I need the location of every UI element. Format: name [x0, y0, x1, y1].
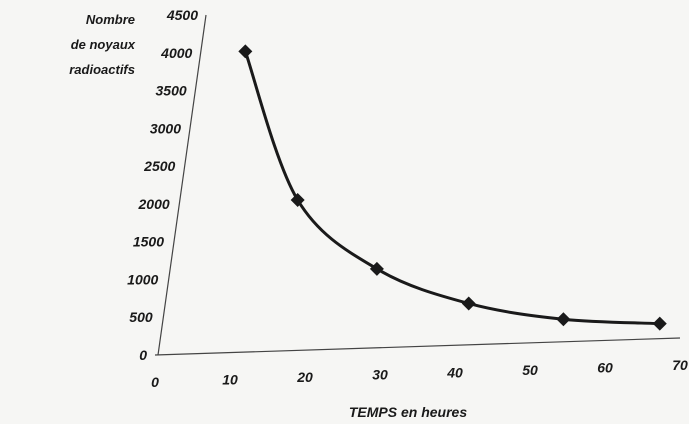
y-tick-label: 1000	[127, 271, 158, 287]
y-tick-label: 2000	[138, 196, 170, 212]
data-point-marker	[369, 261, 384, 276]
y-tick-label: 4500	[166, 7, 198, 23]
x-tick-label: 10	[222, 372, 238, 388]
x-tick-labels: 0 10 20 30 40 50 60 70	[151, 357, 688, 390]
x-tick-label: 50	[522, 362, 538, 378]
data-point-marker	[238, 44, 253, 59]
x-tick-label: 60	[597, 359, 613, 375]
x-tick-label: 20	[296, 369, 313, 385]
y-tick-label: 4000	[160, 45, 192, 61]
series-line	[243, 50, 660, 326]
axes	[154, 14, 681, 356]
y-tick-labels: 0 500 1000 1500 2000 2500 3000 3500 4000 4500	[127, 7, 198, 363]
x-tick-label: 30	[372, 367, 388, 383]
y-tick-label: 1500	[133, 234, 164, 250]
y-tick-label: 3500	[156, 83, 187, 99]
y-tick-label: 3000	[150, 120, 181, 136]
data-point-marker	[461, 296, 476, 311]
y-axis-label-line: Nombre	[86, 12, 135, 27]
x-axis-label: TEMPS en heures	[349, 404, 467, 420]
x-tick-label: 0	[151, 374, 159, 390]
y-tick-label: 500	[129, 309, 153, 325]
x-tick-label: 40	[446, 364, 463, 380]
series-markers	[238, 44, 667, 331]
y-tick-label: 0	[139, 347, 147, 363]
y-axis-label: Nombre de noyaux radioactifs	[69, 12, 136, 77]
x-tick-label: 70	[672, 357, 688, 373]
y-axis-label-line: de noyaux	[71, 37, 136, 52]
y-tick-label: 2500	[143, 158, 175, 174]
x-axis-line	[154, 337, 681, 356]
y-axis-line	[157, 14, 207, 356]
data-point-marker	[556, 312, 571, 327]
data-point-marker	[290, 193, 305, 208]
y-axis-label-line: radioactifs	[69, 62, 135, 77]
data-point-marker	[652, 316, 667, 331]
